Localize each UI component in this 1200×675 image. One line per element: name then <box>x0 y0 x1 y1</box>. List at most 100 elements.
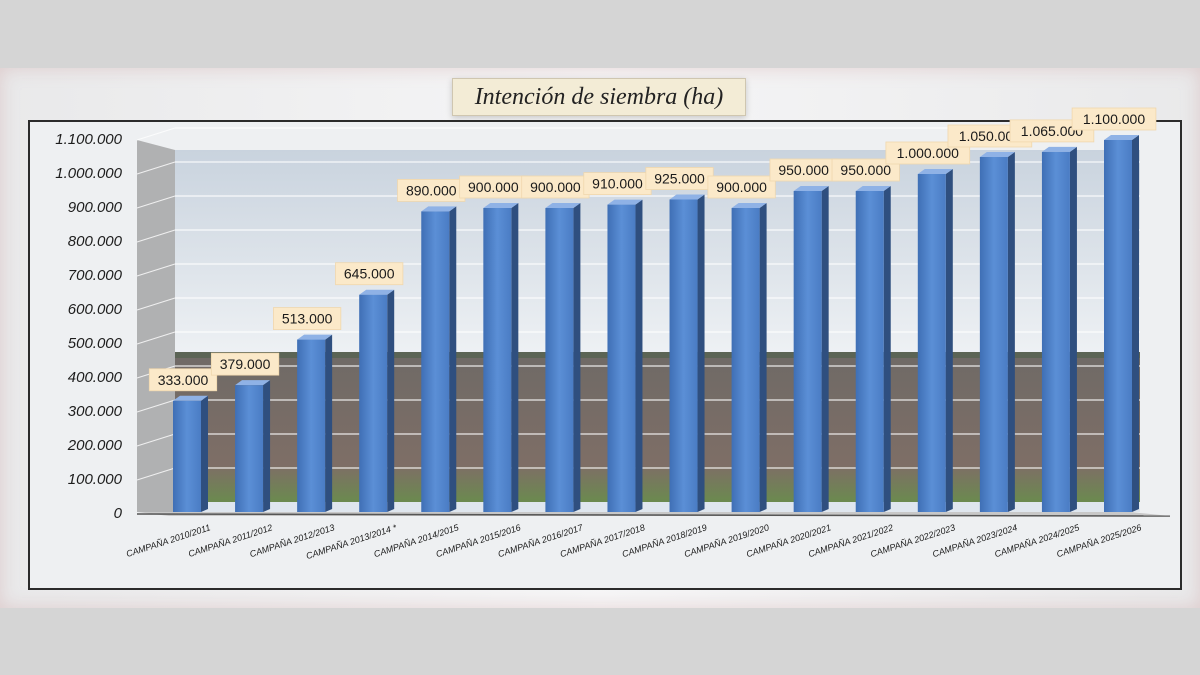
data-label: 925.000 <box>654 171 705 187</box>
gridline-side <box>136 297 176 311</box>
bar-top <box>669 194 705 200</box>
bar-top <box>421 206 457 212</box>
data-label: 950.000 <box>778 162 829 178</box>
bar-top <box>979 152 1015 157</box>
gridline-side <box>136 195 176 209</box>
data-label-box <box>273 307 342 330</box>
x-axis-line <box>136 513 1171 517</box>
data-label: 950.000 <box>840 162 891 178</box>
data-label-box <box>885 141 971 165</box>
bar <box>669 199 698 512</box>
bar-side <box>635 199 643 512</box>
bar-side <box>263 380 271 512</box>
data-label: 890.000 <box>406 182 457 198</box>
data-label: 900.000 <box>530 179 581 195</box>
y-tick-label: 1.100.000 <box>55 131 122 148</box>
bar-top <box>545 203 581 208</box>
y-tick-label: 200.000 <box>67 437 123 454</box>
data-label: 900.000 <box>716 179 767 195</box>
bar <box>235 385 264 512</box>
bar <box>855 191 884 512</box>
bar <box>359 294 388 512</box>
bar-side <box>573 203 581 512</box>
bar <box>1104 140 1132 512</box>
bar <box>545 208 574 512</box>
bar-top <box>359 289 395 295</box>
bar <box>483 208 512 512</box>
bar <box>297 339 326 512</box>
y-tick-label: 100.000 <box>68 471 123 488</box>
gridline-side <box>136 161 176 175</box>
data-label: 379.000 <box>220 356 271 372</box>
bar-top <box>793 186 829 191</box>
data-label-box <box>707 175 776 199</box>
data-label-box <box>335 262 404 286</box>
side-wall <box>137 140 175 512</box>
bar-top <box>855 186 891 191</box>
bar <box>607 204 636 512</box>
y-tick-label: 800.000 <box>68 233 123 250</box>
bar-top <box>483 203 519 208</box>
bar <box>1041 151 1070 512</box>
bar-side <box>449 206 457 512</box>
data-label: 645.000 <box>344 266 395 282</box>
gridline-side <box>136 399 176 413</box>
data-label: 1.065.000 <box>1021 123 1083 139</box>
gridline-side <box>136 263 176 277</box>
data-label: 900.000 <box>468 179 519 195</box>
bar-side <box>1007 152 1015 512</box>
bar-top <box>731 203 767 208</box>
bar-top <box>235 380 271 386</box>
bar-top <box>173 395 208 401</box>
bar-side <box>883 186 891 512</box>
field-backdrop <box>175 355 1140 502</box>
bar-side <box>759 203 767 512</box>
data-label: 513.000 <box>282 311 333 327</box>
bar <box>793 191 822 512</box>
data-label-box <box>831 158 900 182</box>
y-tick-label: 400.000 <box>68 369 123 386</box>
y-tick-label: 700.000 <box>68 267 123 284</box>
y-tick-label: 1.000.000 <box>55 165 122 182</box>
data-label-box <box>148 368 218 392</box>
data-label: 1.100.000 <box>1083 111 1145 127</box>
bar-side <box>511 203 519 512</box>
data-label: 333.000 <box>158 372 209 388</box>
bar-side <box>821 186 829 512</box>
bar <box>173 400 201 512</box>
gridline-side <box>136 433 176 447</box>
bar-top <box>607 199 643 205</box>
gridline-side <box>136 331 176 345</box>
gridline-side <box>136 127 176 141</box>
y-tick-label: 0 <box>114 505 123 522</box>
data-label: 1.050.000 <box>959 128 1021 144</box>
bar-top <box>297 334 333 340</box>
y-tick-label: 600.000 <box>68 301 123 318</box>
bar-side <box>387 289 395 512</box>
bar-side <box>697 194 705 512</box>
data-label-box <box>210 352 280 376</box>
bar <box>421 211 450 512</box>
gridline-side <box>136 467 176 481</box>
gridline-side <box>136 229 176 243</box>
bar-top <box>1104 135 1139 140</box>
bar-side <box>1132 135 1139 512</box>
bar-side <box>325 334 333 512</box>
data-label-box <box>1071 107 1157 131</box>
bar-side <box>945 169 953 512</box>
treeline <box>175 352 1140 358</box>
data-label: 910.000 <box>592 176 643 192</box>
bar <box>731 208 760 512</box>
y-tick-label: 300.000 <box>68 403 123 420</box>
bar <box>979 157 1008 512</box>
bar-side <box>201 395 208 512</box>
data-label: 1.000.000 <box>897 145 959 161</box>
bar-top <box>917 169 953 174</box>
bar-side <box>1069 146 1077 512</box>
bar-top <box>1041 146 1077 152</box>
y-tick-label: 500.000 <box>68 335 123 352</box>
bar <box>917 174 946 512</box>
y-tick-label: 900.000 <box>68 199 123 216</box>
chart-title: Intención de siembra (ha) <box>452 78 746 116</box>
